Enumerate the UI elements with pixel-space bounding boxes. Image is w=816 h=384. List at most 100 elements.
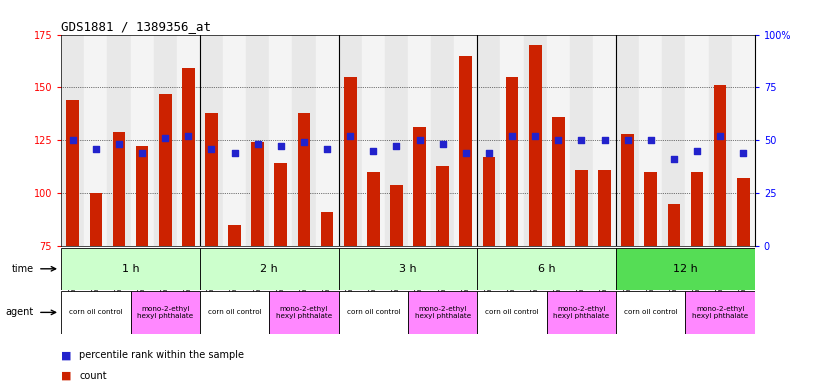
Bar xyxy=(66,100,79,246)
Bar xyxy=(251,142,264,246)
Bar xyxy=(361,35,385,246)
Bar xyxy=(159,94,171,246)
Bar xyxy=(732,35,755,246)
Text: 12 h: 12 h xyxy=(673,264,698,274)
Bar xyxy=(685,291,755,334)
Text: corn oil control: corn oil control xyxy=(69,310,122,315)
Text: percentile rank within the sample: percentile rank within the sample xyxy=(79,350,244,360)
Bar xyxy=(61,35,84,246)
Bar xyxy=(690,172,703,246)
Bar xyxy=(182,68,195,246)
Point xyxy=(297,139,310,146)
Bar xyxy=(529,45,542,246)
Bar xyxy=(616,291,685,334)
Bar xyxy=(200,248,339,290)
Point xyxy=(274,144,287,150)
Text: agent: agent xyxy=(6,307,33,318)
Point xyxy=(89,146,102,152)
Point xyxy=(737,150,750,156)
Bar xyxy=(339,35,361,246)
Bar xyxy=(385,35,408,246)
Point xyxy=(598,137,611,143)
Text: ■: ■ xyxy=(61,371,72,381)
Text: corn oil control: corn oil control xyxy=(486,310,539,315)
Bar xyxy=(390,185,403,246)
Bar xyxy=(431,35,455,246)
Bar xyxy=(339,291,408,334)
Bar xyxy=(616,35,639,246)
Point xyxy=(667,156,681,162)
Bar xyxy=(459,56,472,246)
Bar xyxy=(482,157,495,246)
Bar xyxy=(135,147,149,246)
Point xyxy=(459,150,472,156)
Bar xyxy=(547,291,616,334)
Text: 2 h: 2 h xyxy=(260,264,278,274)
Bar xyxy=(61,248,200,290)
Text: mono-2-ethyl
hexyl phthalate: mono-2-ethyl hexyl phthalate xyxy=(276,306,332,319)
Bar xyxy=(639,35,663,246)
Bar xyxy=(708,35,732,246)
Bar xyxy=(500,35,524,246)
Bar xyxy=(737,178,750,246)
Point xyxy=(344,133,357,139)
Point xyxy=(413,137,426,143)
Point xyxy=(482,150,495,156)
Bar xyxy=(645,172,657,246)
Point xyxy=(182,133,195,139)
Bar xyxy=(477,291,547,334)
Text: GDS1881 / 1389356_at: GDS1881 / 1389356_at xyxy=(61,20,211,33)
Point xyxy=(158,135,171,141)
Point xyxy=(135,150,149,156)
Point xyxy=(713,133,726,139)
Point xyxy=(251,141,264,147)
Bar xyxy=(90,193,102,246)
Bar xyxy=(593,35,616,246)
Bar xyxy=(477,35,500,246)
Bar xyxy=(113,132,126,246)
Text: mono-2-ethyl
hexyl phthalate: mono-2-ethyl hexyl phthalate xyxy=(692,306,748,319)
Point xyxy=(690,148,703,154)
Point xyxy=(552,137,565,143)
Bar xyxy=(84,35,108,246)
Bar xyxy=(685,35,708,246)
Point xyxy=(390,144,403,150)
Bar xyxy=(344,77,357,246)
Bar xyxy=(616,248,755,290)
Bar xyxy=(714,85,726,246)
Bar xyxy=(667,204,681,246)
Text: 3 h: 3 h xyxy=(399,264,417,274)
Bar xyxy=(321,212,334,246)
Text: ■: ■ xyxy=(61,350,72,360)
Text: 6 h: 6 h xyxy=(538,264,556,274)
Text: count: count xyxy=(79,371,107,381)
Bar xyxy=(575,170,588,246)
Text: mono-2-ethyl
hexyl phthalate: mono-2-ethyl hexyl phthalate xyxy=(553,306,610,319)
Bar xyxy=(205,113,218,246)
Point xyxy=(644,137,657,143)
Point xyxy=(113,141,126,147)
Bar xyxy=(413,127,426,246)
Text: corn oil control: corn oil control xyxy=(208,310,261,315)
Bar xyxy=(598,170,611,246)
Bar xyxy=(177,35,200,246)
Point xyxy=(574,137,588,143)
Bar xyxy=(200,35,223,246)
Bar xyxy=(200,291,269,334)
Bar xyxy=(246,35,269,246)
Bar xyxy=(131,291,200,334)
Bar xyxy=(228,225,241,246)
Point xyxy=(321,146,334,152)
Bar xyxy=(108,35,131,246)
Point xyxy=(66,137,79,143)
Text: corn oil control: corn oil control xyxy=(624,310,677,315)
Point xyxy=(436,141,449,147)
Bar xyxy=(524,35,547,246)
Bar xyxy=(570,35,593,246)
Bar xyxy=(552,117,565,246)
Bar xyxy=(269,35,292,246)
Bar xyxy=(292,35,316,246)
Bar xyxy=(339,248,477,290)
Point xyxy=(228,150,241,156)
Bar xyxy=(408,35,431,246)
